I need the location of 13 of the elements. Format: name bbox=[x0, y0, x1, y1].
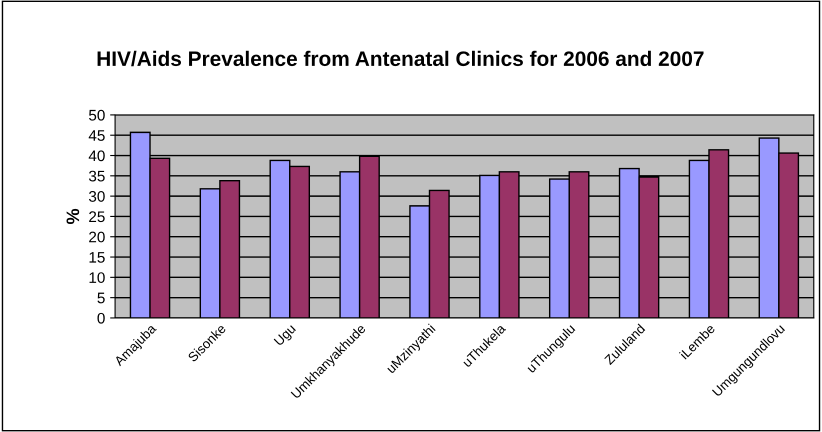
y-tick-label: 50 bbox=[88, 110, 105, 121]
y-tick-label: 15 bbox=[90, 252, 105, 263]
y-axis-title: % bbox=[66, 208, 80, 224]
y-tick-label: 10 bbox=[90, 272, 105, 284]
y-tick-label: 25 bbox=[89, 211, 105, 222]
y-tick-label: 20 bbox=[89, 232, 105, 242]
y-tick-label: 0 bbox=[97, 312, 105, 324]
y-tick-label: 40 bbox=[88, 150, 105, 162]
y-tick-label: 35 bbox=[88, 170, 105, 182]
y-tick-label: 30 bbox=[88, 190, 105, 202]
y-tick-label: 45 bbox=[88, 130, 105, 141]
chart-title: HIV/Aids Prevalence from Antenatal Clinics for 2006 and 2007 bbox=[98, 50, 704, 66]
y-tick-label: 5 bbox=[97, 292, 105, 304]
